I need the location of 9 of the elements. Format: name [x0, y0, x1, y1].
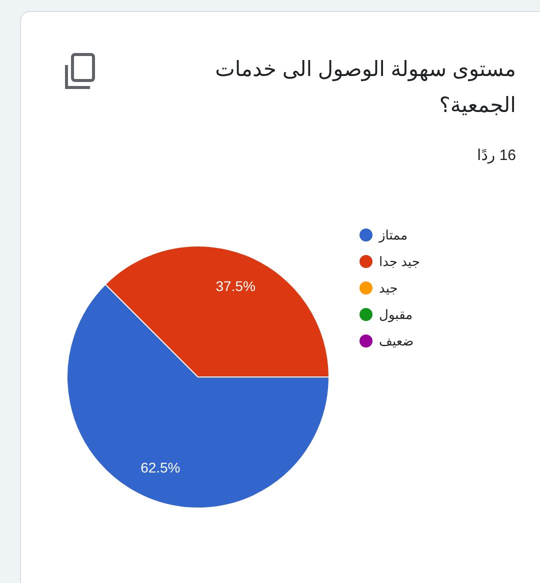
text: 16 ردًا	[477, 146, 516, 166]
data-label: 62.5%	[140, 460, 180, 476]
data-label: 37.5%	[216, 278, 256, 294]
legend-label: ممتاز	[378, 228, 408, 244]
legend-label: مقبول	[379, 307, 413, 324]
legend-label: جيد	[379, 280, 398, 296]
legend-label: ضعيف	[379, 334, 414, 349]
chart-title: مستوى سهولة الوصول الى خدمات الجمعية؟	[214, 57, 516, 119]
legend-label: جيد جدا	[379, 254, 420, 270]
